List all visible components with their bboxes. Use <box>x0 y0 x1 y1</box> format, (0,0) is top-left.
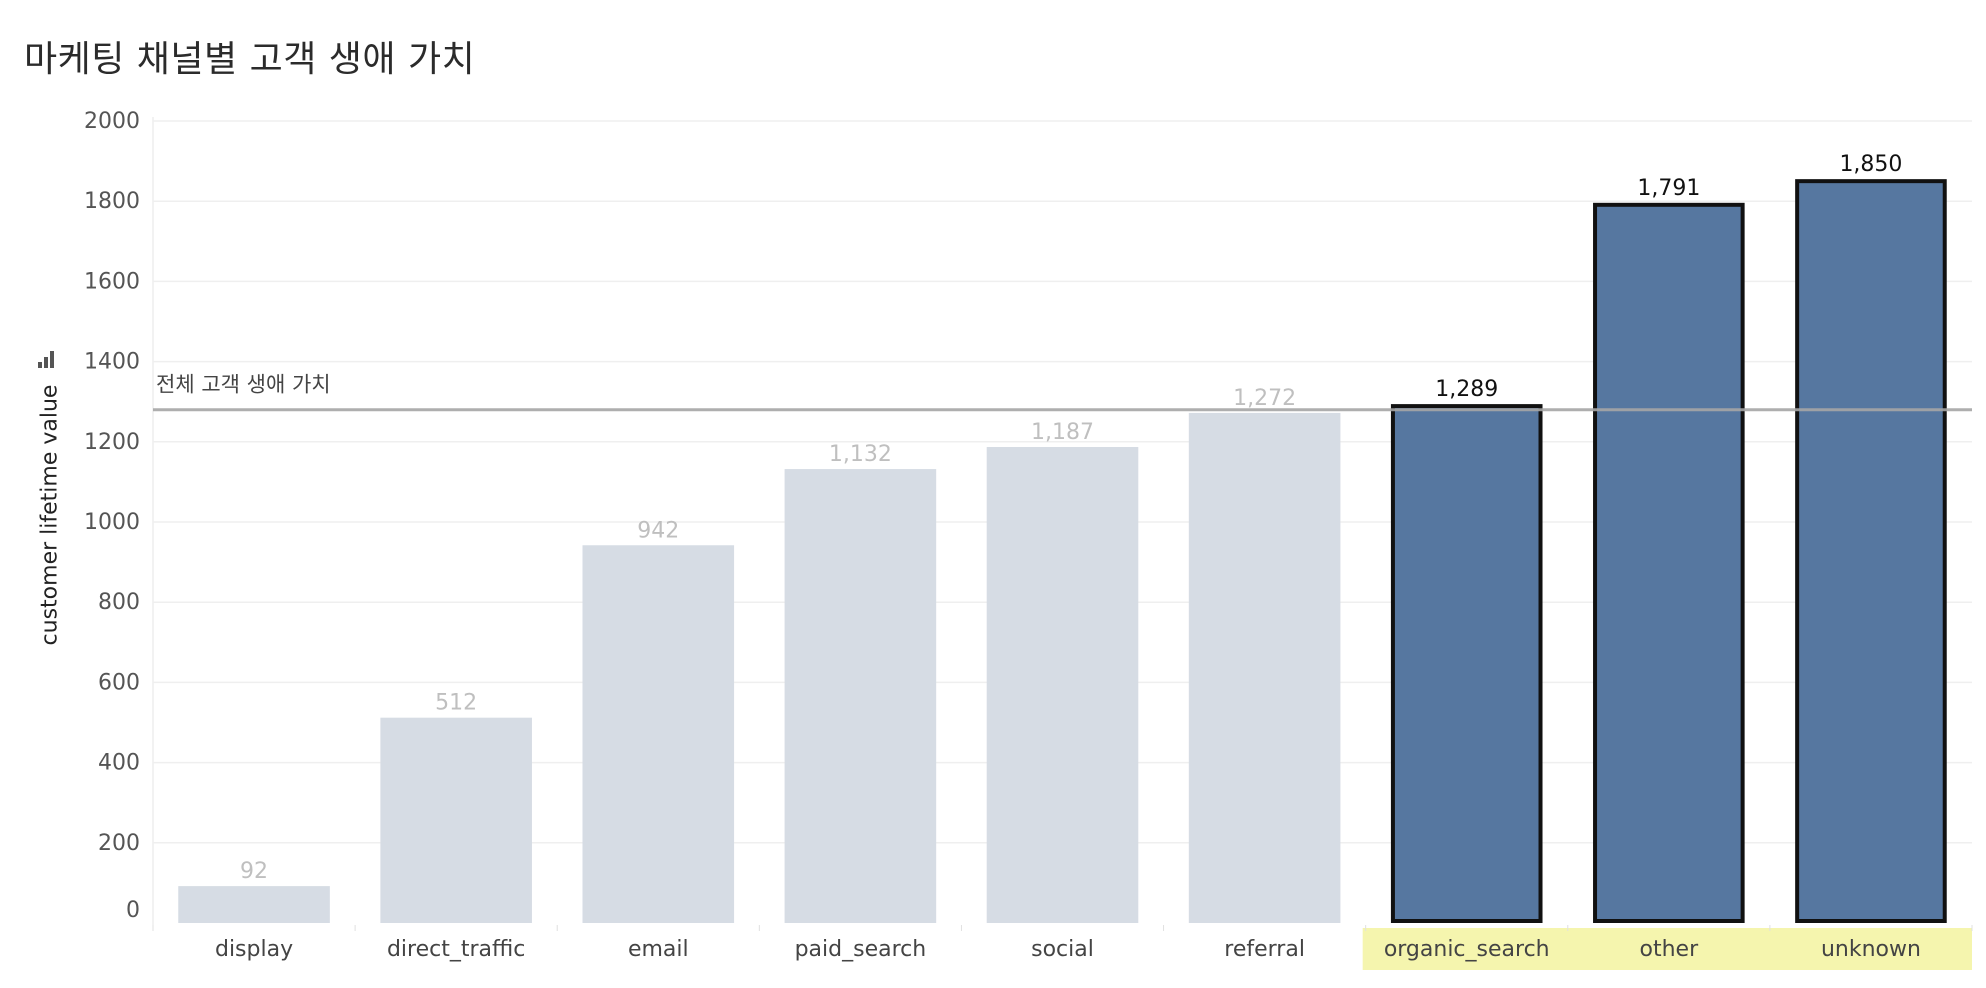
y-tick-label: 600 <box>98 670 140 695</box>
value-labels: 92 512 942 1,132 1,187 1,272 1,289 1,791 1,850 <box>240 152 1902 884</box>
value-label: 1,132 <box>829 442 892 467</box>
y-tick-label: 2000 <box>84 109 140 134</box>
reference-line-label: 전체 고객 생애 가치 <box>156 373 331 397</box>
y-tick-label: 1200 <box>84 430 140 455</box>
y-tick-label: 200 <box>98 831 140 856</box>
x-tick-label: referral <box>1224 937 1305 962</box>
value-label: 1,187 <box>1031 420 1094 445</box>
reference-line-group: 전체 고객 생애 가치 <box>153 373 1972 412</box>
x-label-highlight <box>1564 928 1770 970</box>
y-axis-ticks: 0 200 400 600 800 1000 1200 1400 1600 1800 2000 <box>84 109 140 923</box>
value-label: 1,272 <box>1233 386 1296 411</box>
x-label-highlight <box>1766 928 1972 970</box>
bar-paid_search <box>784 469 937 923</box>
x-label-highlight <box>1362 928 1568 970</box>
x-tick-label: email <box>628 937 689 962</box>
bar-display <box>178 886 330 923</box>
y-tick-label: 1800 <box>84 189 140 214</box>
y-tick-label: 1400 <box>84 350 140 375</box>
bar-email <box>582 545 735 923</box>
y-tick-label: 800 <box>98 590 140 615</box>
bar-chart-icon <box>36 348 58 368</box>
x-tick-label: direct_traffic <box>387 937 525 962</box>
bar-organic_search <box>1390 404 1543 923</box>
bar-unknown <box>1795 179 1947 923</box>
value-label: 1,289 <box>1435 377 1498 402</box>
bar-direct_traffic <box>380 717 532 923</box>
bar-other <box>1593 202 1745 923</box>
value-label: 512 <box>435 691 477 716</box>
x-tick-label: social <box>1031 937 1094 962</box>
x-tick-label: paid_search <box>795 937 927 962</box>
bar-referral <box>1188 412 1341 923</box>
y-tick-label: 1000 <box>84 510 140 535</box>
x-tick-label: unknown <box>1821 937 1921 962</box>
value-label: 942 <box>637 518 679 543</box>
x-label-highlights <box>1362 928 1972 970</box>
y-tick-label: 1600 <box>84 269 140 294</box>
x-tick-label: display <box>215 937 293 962</box>
bar-social <box>986 447 1139 923</box>
chart-title: 마케팅 채널별 고객 생애 가치 <box>24 39 476 80</box>
y-tick-label: 0 <box>126 898 140 923</box>
value-label: 92 <box>240 859 268 884</box>
value-label: 1,850 <box>1839 152 1902 177</box>
x-axis-ticks: display direct_traffic email paid_search soc… <box>152 925 1973 962</box>
x-tick-label: other <box>1640 937 1700 962</box>
y-tick-label: 400 <box>98 751 140 776</box>
value-label: 1,791 <box>1637 176 1700 201</box>
bars <box>178 179 1947 923</box>
x-tick-label: organic_search <box>1384 937 1550 962</box>
